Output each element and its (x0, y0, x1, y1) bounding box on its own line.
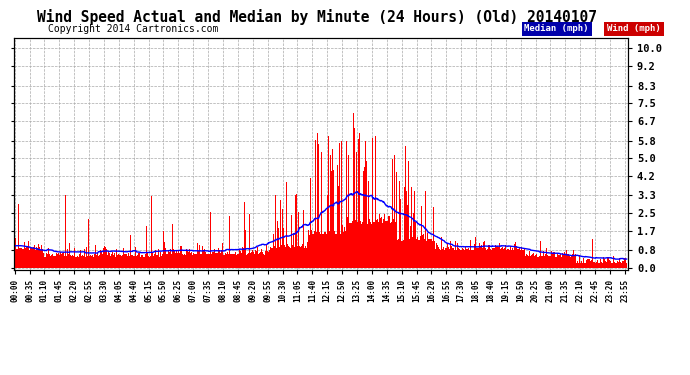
Text: Median (mph): Median (mph) (524, 24, 589, 33)
Text: Copyright 2014 Cartronics.com: Copyright 2014 Cartronics.com (48, 24, 219, 34)
Text: Wind (mph): Wind (mph) (607, 24, 661, 33)
Text: Wind Speed Actual and Median by Minute (24 Hours) (Old) 20140107: Wind Speed Actual and Median by Minute (… (37, 9, 598, 26)
